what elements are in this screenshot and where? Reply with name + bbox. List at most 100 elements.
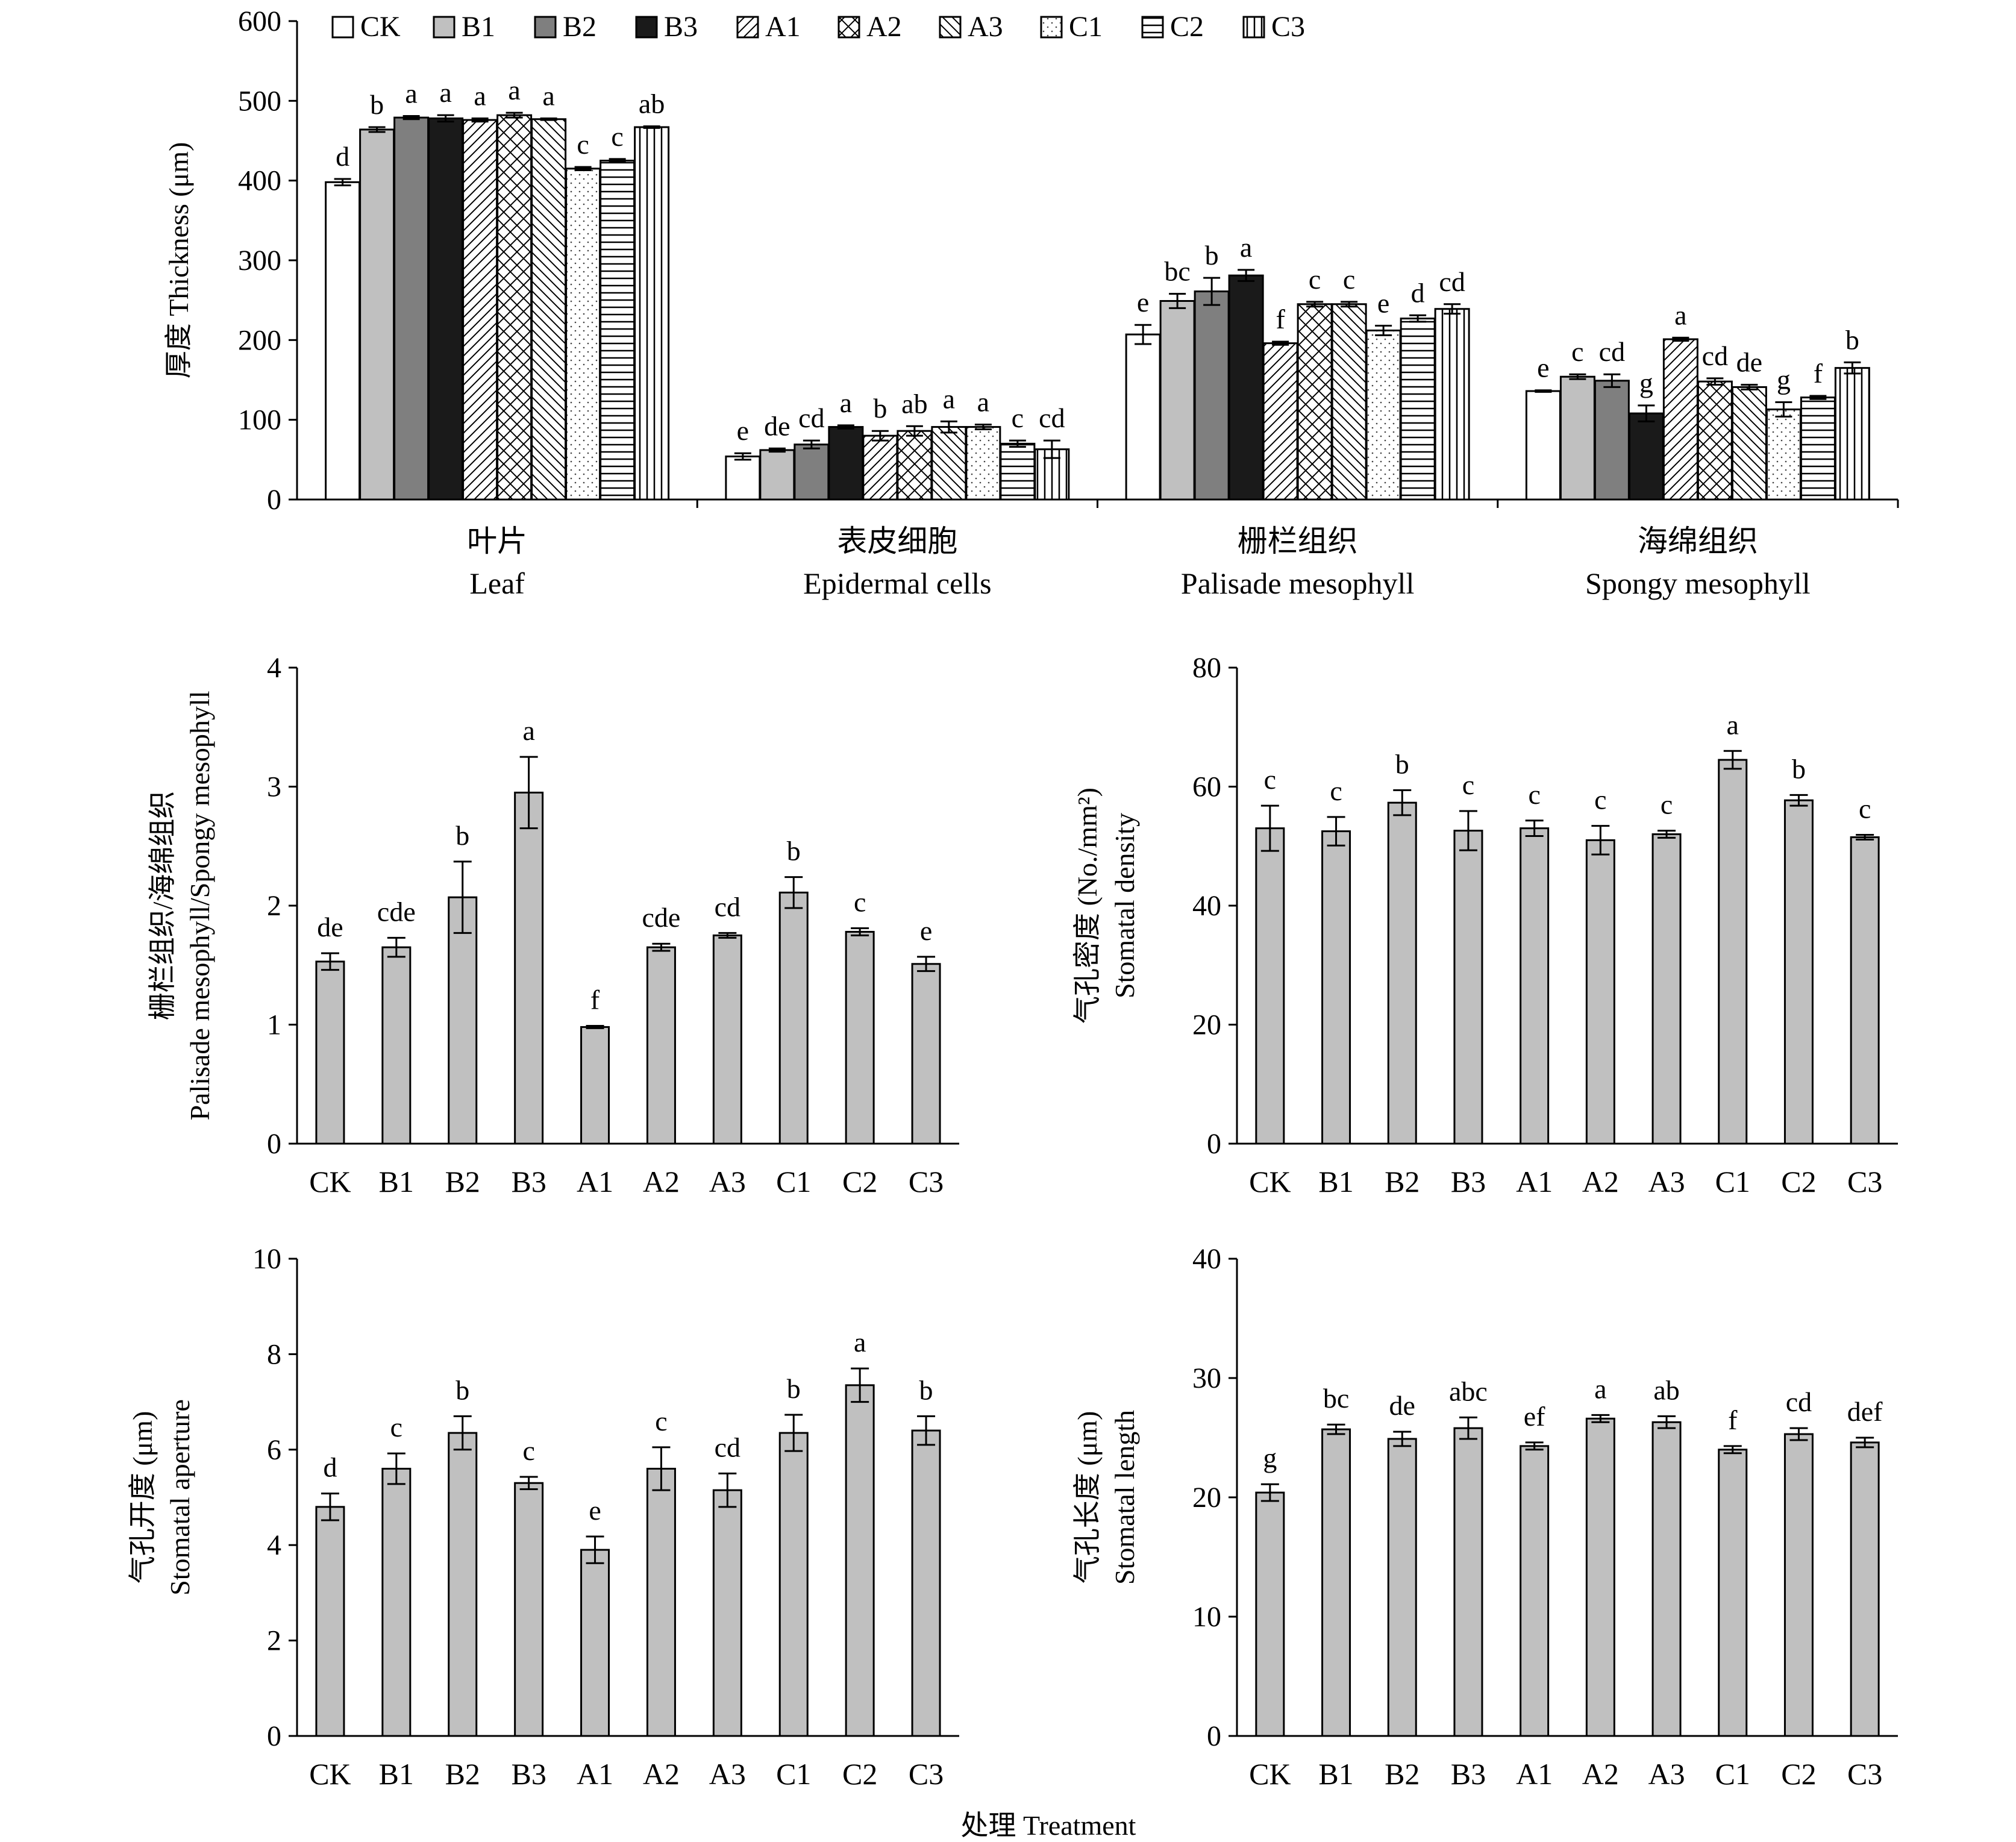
ratio-x-tick-label: A1 — [577, 1165, 613, 1198]
length-y-tick-label: 0 — [1207, 1720, 1221, 1752]
length-y-tick-label: 20 — [1192, 1482, 1221, 1514]
thickness-significance-letter: g — [1777, 365, 1791, 395]
density-y-tick-label: 0 — [1207, 1128, 1221, 1160]
density-y-axis-title: Stomatal density — [1109, 813, 1140, 998]
density-bar-a3 — [1651, 833, 1682, 1145]
thickness-bar-c2 — [599, 160, 636, 501]
thickness-significance-letter: c — [1343, 264, 1355, 295]
aperture-bar-c1 — [778, 1432, 809, 1737]
ratio-y-tick-label: 0 — [267, 1128, 281, 1160]
ratio-bar-b3 — [514, 791, 544, 1145]
legend-label-b1: B1 — [462, 11, 495, 43]
thickness-bar-a1 — [1662, 338, 1698, 501]
legend-label-c2: C2 — [1170, 11, 1204, 43]
thickness-significance-letter: a — [943, 383, 955, 414]
legend-swatch-b1 — [433, 16, 455, 39]
thickness-bar-ck — [1525, 390, 1561, 501]
density-x-tick-label: CK — [1249, 1165, 1291, 1198]
aperture-y-tick-label: 4 — [267, 1529, 281, 1561]
ratio-significance-letter: cde — [377, 896, 416, 927]
thickness-bar-b2 — [1194, 290, 1230, 501]
thickness-bar-a2 — [1697, 380, 1733, 501]
thickness-significance-letter: a — [542, 80, 554, 111]
legend-label-a3: A3 — [968, 11, 1003, 43]
density-x-tick-label: B3 — [1451, 1165, 1486, 1198]
thickness-significance-letter: e — [1137, 287, 1149, 318]
density-bar-a1 — [1520, 827, 1550, 1145]
ratio-y-axis-title: Palisade mesophyll/Spongy mesophyll — [184, 691, 215, 1121]
length-significance-letter: f — [1728, 1405, 1738, 1435]
ratio-bar-a3 — [712, 934, 742, 1145]
density-x-tick-label: B2 — [1385, 1165, 1420, 1198]
thickness-significance-letter: ab — [901, 388, 927, 419]
aperture-significance-letter: c — [655, 1406, 667, 1436]
aperture-bar-b2 — [448, 1432, 478, 1737]
length-chart: 0 10 20 30 40 g CK bc B1 de B2 abc B3 ef A1 a A2 ab A3 f C1 c… — [1072, 1243, 1898, 1791]
thickness-bar-a1 — [462, 119, 498, 501]
ratio-significance-letter: f — [590, 984, 600, 1015]
density-x-tick-label: A3 — [1648, 1165, 1685, 1198]
thickness-bar-b3 — [428, 117, 464, 501]
ratio-bar-c2 — [845, 930, 875, 1145]
thickness-y-tick-label: 200 — [238, 324, 281, 356]
aperture-significance-letter: b — [787, 1373, 801, 1404]
density-chart: 0 20 40 60 80 c CK c B1 b B2 c B3 c A1 c A2 c A3 a C1 b C2 c C3 气… — [1072, 652, 1898, 1198]
thickness-bar-b3 — [1228, 274, 1264, 501]
thickness-bar-ck — [325, 181, 361, 501]
thickness-significance-letter: cd — [1039, 403, 1065, 433]
thickness-category-label-en: Spongy mesophyll — [1585, 566, 1811, 600]
ratio-y-tick-label: 3 — [267, 771, 281, 803]
length-significance-letter: a — [1594, 1373, 1606, 1404]
aperture-x-tick-label: B3 — [511, 1757, 546, 1791]
aperture-bar-b3 — [514, 1482, 544, 1737]
legend-swatch-a3 — [939, 16, 962, 39]
length-x-tick-label: A2 — [1582, 1757, 1619, 1791]
thickness-bar-a3 — [531, 118, 567, 501]
thickness-significance-letter: a — [977, 387, 989, 418]
ratio-chart: 0 1 2 3 4 de CK cde B1 b B2 a B3 f A1 cde A2 cd A3 b C1 c C2 e C… — [147, 652, 959, 1198]
thickness-bar-c1 — [565, 168, 601, 501]
ratio-x-tick-label: C1 — [776, 1165, 811, 1198]
length-significance-letter: ef — [1524, 1401, 1545, 1432]
length-significance-letter: def — [1847, 1396, 1883, 1427]
thickness-category-label-cn: 表皮细胞 — [837, 524, 957, 558]
thickness-bar-ck — [1125, 333, 1161, 501]
aperture-chart: 0 2 4 6 8 10 d CK c B1 b B2 c B3 e A1 c A2 cd A3 b C1 a C2 b C3 气孔… — [127, 1243, 959, 1791]
thickness-bar-c2 — [1000, 442, 1036, 501]
aperture-x-tick-label: B2 — [445, 1757, 480, 1791]
thickness-significance-letter: de — [764, 410, 790, 441]
legend-label-a1: A1 — [765, 11, 801, 43]
aperture-significance-letter: b — [919, 1374, 933, 1405]
legend-label-ck: CK — [360, 11, 401, 43]
density-bar-c1 — [1718, 759, 1748, 1145]
thickness-bar-a2 — [496, 114, 533, 501]
legend-swatch-ck — [331, 16, 354, 39]
aperture-significance-letter: b — [455, 1374, 469, 1405]
thickness-bar-a3 — [1331, 303, 1367, 501]
ratio-x-tick-label: CK — [309, 1165, 351, 1198]
density-bar-a2 — [1585, 839, 1615, 1145]
aperture-y-axis-title: 气孔开度 (μm) — [127, 1411, 158, 1584]
thickness-bar-a1 — [862, 434, 898, 501]
length-bar-b2 — [1387, 1438, 1417, 1737]
thickness-y-tick-label: 300 — [238, 245, 281, 277]
thickness-category-label-en: Epidermal cells — [803, 566, 991, 600]
length-y-tick-label: 10 — [1192, 1601, 1221, 1633]
thickness-significance-letter: c — [1012, 403, 1024, 433]
thickness-category-label-cn: 栅栏组织 — [1238, 524, 1358, 558]
thickness-y-tick-label: 400 — [238, 165, 281, 197]
aperture-bar-c2 — [845, 1384, 875, 1737]
legend-swatch-b2 — [534, 16, 557, 39]
thickness-significance-letter: b — [1205, 240, 1219, 271]
density-significance-letter: b — [1395, 748, 1409, 779]
aperture-x-tick-label: A2 — [643, 1757, 680, 1791]
thickness-category-label-cn: 海绵组织 — [1638, 524, 1758, 558]
length-x-tick-label: C2 — [1781, 1757, 1816, 1791]
ratio-x-tick-label: C3 — [909, 1165, 944, 1198]
thickness-y-axis-title: 厚度 Thickness (μm) — [163, 142, 194, 379]
thickness-significance-letter: e — [1377, 288, 1389, 319]
ratio-significance-letter: cd — [715, 891, 740, 922]
length-significance-letter: bc — [1323, 1383, 1349, 1414]
thickness-bar-a2 — [1297, 303, 1333, 501]
